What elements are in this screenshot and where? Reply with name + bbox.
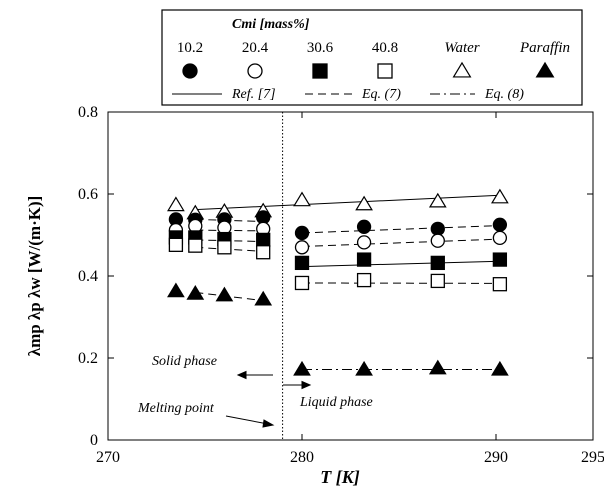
point-40-8 <box>430 273 445 289</box>
point-paraffin <box>428 359 447 375</box>
legend-label: 40.8 <box>372 40 398 56</box>
point-paraffin <box>167 282 185 298</box>
legend-label: 30.6 <box>307 40 334 56</box>
point-water <box>428 192 447 208</box>
point-paraffin <box>254 290 273 306</box>
legend-label: Paraffin <box>519 40 570 56</box>
x-tick-label: 280 <box>290 449 314 466</box>
point-30-6 <box>256 232 271 248</box>
fit-line-solid <box>195 194 500 211</box>
point-10-2 <box>430 221 445 237</box>
y-tick-label: 0.2 <box>78 350 98 367</box>
fit-line-solid <box>301 260 500 268</box>
legend: Cmi [mass%] 10.2 20.4 30.6 40.8 Water Paraffi… <box>161 9 583 106</box>
point-10-2 <box>492 217 508 232</box>
legend-marker <box>312 63 328 79</box>
y-tick-label: 0.6 <box>78 186 98 203</box>
point-water <box>293 191 311 207</box>
legend-title: Cmi [mass%] <box>232 17 310 32</box>
legend-marker-entries: 10.2 20.4 30.6 40.8 Water Paraffin <box>177 40 570 79</box>
fit-line-dashed <box>195 291 264 302</box>
legend-label: 10.2 <box>177 40 203 56</box>
point-40-8 <box>188 238 203 253</box>
point-paraffin <box>215 286 234 302</box>
liquid-phase-label: Liquid phase <box>299 395 373 410</box>
legend-line-label: Eq. (7) <box>361 87 401 102</box>
x-tick-label: 295 <box>581 449 604 466</box>
y-tick-label: 0.4 <box>78 268 98 285</box>
legend-marker <box>377 63 393 79</box>
point-30-6 <box>492 252 508 267</box>
point-20-4 <box>430 233 445 248</box>
point-20-4 <box>492 230 508 246</box>
legend-line-entries: Ref. [7] Eq. (7) Eq. (8) <box>172 87 524 102</box>
point-30-6 <box>294 255 310 271</box>
point-30-6 <box>356 252 372 267</box>
legend-line-label: Ref. [7] <box>231 87 276 102</box>
fit-line-dashed <box>301 238 500 247</box>
point-paraffin <box>293 360 311 376</box>
x-tick-label: 290 <box>484 449 508 466</box>
fit-line-dashed <box>301 225 500 234</box>
y-tick-label: 0 <box>90 432 98 449</box>
melting-point-label: Melting point <box>137 401 215 416</box>
point-40-8 <box>492 277 508 292</box>
point-paraffin <box>186 284 205 300</box>
point-paraffin <box>355 360 373 376</box>
y-axis-label: λmp λp λw [W/(m·K)] <box>25 196 44 357</box>
point-paraffin <box>491 360 509 376</box>
legend-line-label: Eq. (8) <box>484 87 524 102</box>
point-10-2 <box>356 219 372 234</box>
legend-label: Water <box>444 40 479 56</box>
axis-ticks: 270 280 290 295 0 0.2 0.4 0.6 0.8 <box>78 104 604 466</box>
legend-marker <box>182 63 198 79</box>
phase-arrows <box>225 370 312 428</box>
point-20-4 <box>356 235 372 250</box>
point-water <box>355 195 373 211</box>
solid-phase-label: Solid phase <box>152 354 217 369</box>
legend-marker <box>247 63 263 79</box>
plot-frame <box>107 111 594 441</box>
legend-label: 20.4 <box>242 40 269 56</box>
point-water <box>491 188 509 204</box>
fit-line-dashed <box>195 246 264 252</box>
legend-frame <box>161 9 583 106</box>
data-markers <box>167 188 509 376</box>
fit-lines <box>195 194 500 370</box>
point-water <box>167 196 185 212</box>
y-tick-label: 0.8 <box>78 104 98 121</box>
annotations: Solid phase Liquid phase Melting point <box>137 354 373 428</box>
point-40-8 <box>256 245 271 260</box>
point-10-2 <box>294 225 310 241</box>
x-axis-label: T [K] <box>320 467 360 487</box>
point-40-8 <box>168 237 184 252</box>
point-40-8 <box>294 275 310 291</box>
point-20-4 <box>294 240 310 255</box>
x-tick-label: 270 <box>96 449 120 466</box>
point-40-8 <box>356 272 372 288</box>
point-40-8 <box>217 240 232 255</box>
legend-marker <box>452 61 472 78</box>
point-30-6 <box>430 255 445 271</box>
legend-marker <box>535 61 555 78</box>
